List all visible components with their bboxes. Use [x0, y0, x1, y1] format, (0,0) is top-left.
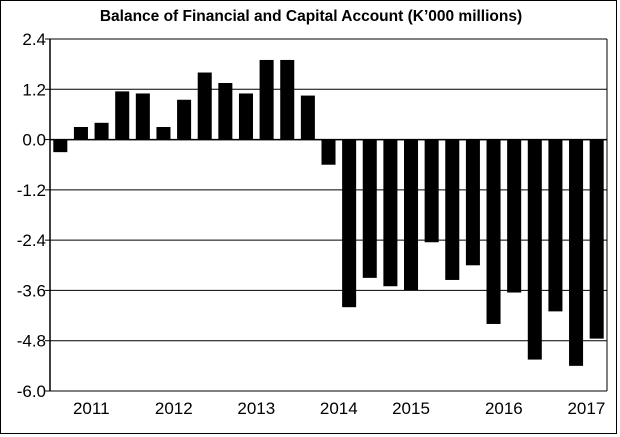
bar	[238, 93, 253, 140]
bar	[548, 139, 563, 312]
chart-title: Balance of Financial and Capital Account…	[99, 8, 523, 25]
x-tick-label: 2014	[320, 399, 358, 418]
y-tick-label: 2.4	[22, 30, 46, 49]
bar	[115, 91, 130, 140]
bar	[177, 99, 192, 140]
bar	[465, 139, 480, 266]
bar	[362, 139, 377, 278]
bar	[383, 139, 398, 287]
bar	[424, 139, 439, 243]
y-tick-label: -1.2	[17, 181, 46, 200]
y-tick-labels: 2.4 1.2 0.0 -1.2 -2.4 -3.6 -4.8 -6.0	[17, 30, 46, 401]
axes	[49, 38, 608, 391]
bar	[342, 139, 357, 308]
bar	[445, 139, 460, 280]
y-tick-label: 1.2	[22, 80, 46, 99]
x-tick-label: 2016	[485, 399, 523, 418]
bars	[53, 59, 604, 366]
y-tick-label: -6.0	[17, 382, 46, 401]
bar	[156, 127, 171, 140]
bar	[94, 122, 109, 140]
bar	[53, 139, 68, 153]
bar	[321, 139, 336, 165]
x-tick-label: 2013	[237, 399, 275, 418]
bar	[300, 95, 315, 140]
bar	[259, 59, 274, 140]
bar	[507, 139, 522, 293]
x-tick-labels: 2011 2012 2013 2014 2015 2016 2017	[73, 399, 605, 418]
bar	[589, 139, 604, 339]
gridlines	[45, 38, 607, 392]
y-tick-label: -3.6	[17, 281, 46, 300]
bar	[486, 139, 501, 324]
x-tick-label: 2012	[155, 399, 193, 418]
bar	[280, 59, 295, 140]
bar	[404, 139, 419, 291]
bar	[527, 139, 542, 360]
y-tick-label: -2.4	[17, 231, 46, 250]
bar	[197, 72, 212, 140]
bar	[73, 127, 88, 140]
x-tick-label: 2015	[392, 399, 430, 418]
bar	[135, 93, 150, 140]
y-tick-label: -4.8	[17, 332, 46, 351]
bar	[218, 83, 233, 140]
x-tick-label: 2017	[567, 399, 605, 418]
bar	[569, 139, 584, 366]
x-tick-label: 2011	[73, 399, 110, 418]
y-tick-label: 0.0	[22, 131, 46, 150]
